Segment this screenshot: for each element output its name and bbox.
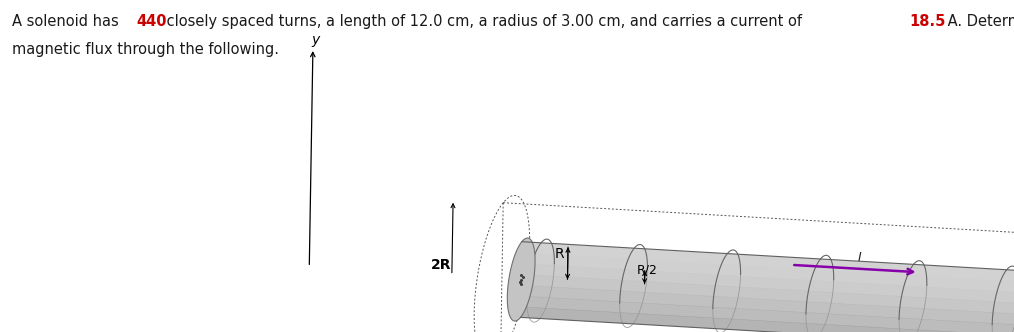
- Text: y: y: [311, 33, 320, 47]
- Text: closely spaced turns, a length of 12.0 cm, a radius of 3.00 cm, and carries a cu: closely spaced turns, a length of 12.0 c…: [161, 14, 806, 29]
- Polygon shape: [521, 274, 1014, 320]
- Polygon shape: [507, 238, 1014, 332]
- Text: A solenoid has: A solenoid has: [12, 14, 124, 29]
- Text: R: R: [555, 247, 565, 261]
- Text: 18.5: 18.5: [910, 14, 946, 29]
- Polygon shape: [507, 238, 535, 321]
- Text: I: I: [858, 251, 862, 264]
- Polygon shape: [520, 306, 1014, 332]
- Polygon shape: [520, 317, 1014, 332]
- Text: R/2: R/2: [637, 263, 658, 276]
- Text: magnetic flux through the following.: magnetic flux through the following.: [12, 42, 279, 57]
- Text: 2R: 2R: [431, 258, 451, 272]
- Text: 440: 440: [137, 14, 167, 29]
- Polygon shape: [521, 285, 1014, 331]
- Text: A. Determine the magnitude of the: A. Determine the magnitude of the: [943, 14, 1014, 29]
- Polygon shape: [521, 296, 1014, 332]
